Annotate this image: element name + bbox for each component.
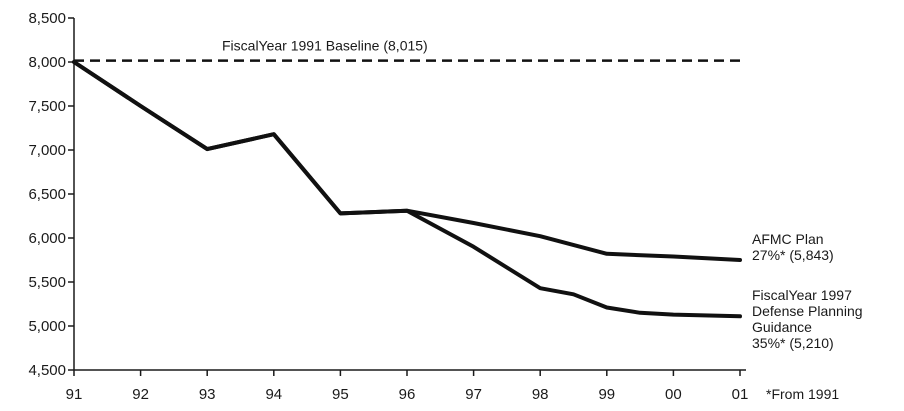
x-tick-label: 91 <box>66 386 83 403</box>
y-tick-label: 7,500 <box>28 98 66 115</box>
series-label-line: 27%* (5,843) <box>752 247 834 263</box>
y-tick-label: 6,500 <box>28 186 66 203</box>
y-tick-label: 7,000 <box>28 142 66 159</box>
y-tick-label: 6,000 <box>28 230 66 247</box>
series-label-line: Guidance <box>752 319 812 335</box>
series-label-line: 35%* (5,210) <box>752 335 834 351</box>
x-tick-label: 00 <box>665 386 682 403</box>
footnote: *From 1991 <box>766 386 839 402</box>
x-tick-label: 94 <box>265 386 282 403</box>
series-label-line: AFMC Plan <box>752 231 824 247</box>
series-group: AFMC Plan 27%* (5,843) FiscalYear 1997 Defe… <box>72 60 863 351</box>
series-label-line: Defense Planning <box>752 303 863 319</box>
series-label-line: FiscalYear 1997 <box>752 287 852 303</box>
series-label-1: AFMC Plan 27%* (5,843) <box>752 231 834 263</box>
y-tick-label: 5,000 <box>28 318 66 335</box>
y-tick-label: 8,000 <box>28 54 66 71</box>
series-label-2: FiscalYear 1997 Defense Planning Guidance 3… <box>752 287 863 351</box>
x-tick-label: 97 <box>465 386 482 403</box>
y-tick-label: 8,500 <box>28 10 66 27</box>
y-tick-label: 4,500 <box>28 362 66 379</box>
y-tick-label: 5,500 <box>28 274 66 291</box>
series-line-2 <box>72 60 742 319</box>
x-tick-label: 93 <box>199 386 216 403</box>
x-tick-label: 95 <box>332 386 349 403</box>
baseline-label: FiscalYear 1991 Baseline (8,015) <box>222 38 428 54</box>
x-tick-label: 01 <box>732 386 749 403</box>
x-tick-label: 92 <box>132 386 149 403</box>
y-ticks: 4,500 5,000 5,500 6,000 6,500 7,000 7,500 8,000… <box>28 10 74 379</box>
x-tick-label: 98 <box>532 386 549 403</box>
x-tick-label: 99 <box>598 386 615 403</box>
x-ticks: 91 92 93 94 95 96 97 98 99 00 01 <box>66 370 749 403</box>
x-tick-label: 96 <box>399 386 416 403</box>
series-line-1 <box>72 60 742 262</box>
